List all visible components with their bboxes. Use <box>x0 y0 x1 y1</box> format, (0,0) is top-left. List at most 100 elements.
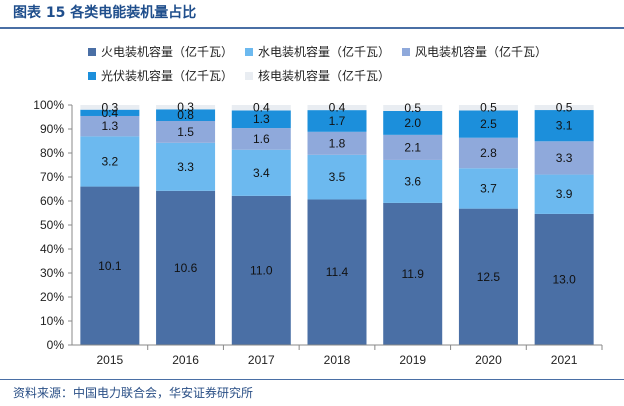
bar-segment <box>534 213 594 345</box>
bar-segment <box>80 136 140 187</box>
bar-segment <box>458 105 518 111</box>
bar-segment <box>80 186 140 345</box>
y-tick-label: 0% <box>47 338 65 352</box>
bar-segment <box>458 110 518 138</box>
bar-segment <box>458 168 518 209</box>
y-tick-label: 40% <box>40 242 64 256</box>
bar-segment <box>383 110 443 135</box>
data-label: 3.6 <box>404 174 421 188</box>
bar-segment <box>156 121 216 143</box>
y-tick-label: 60% <box>40 194 64 208</box>
x-tick-label: 2019 <box>399 353 426 367</box>
bar-segment <box>534 110 594 142</box>
legend-swatch <box>402 48 410 56</box>
data-label: 0.8 <box>177 108 194 122</box>
bar-segment <box>383 159 443 203</box>
data-label: 1.8 <box>329 136 346 150</box>
data-label: 3.3 <box>556 151 573 165</box>
legend-swatch <box>88 72 96 80</box>
bar-segment <box>156 105 216 110</box>
bar-segment <box>307 199 367 345</box>
data-label: 3.5 <box>329 170 346 184</box>
legend-swatch <box>245 48 253 56</box>
data-label: 0.5 <box>480 101 497 115</box>
data-label: 1.3 <box>253 112 270 126</box>
data-label: 1.3 <box>102 119 119 133</box>
data-label: 0.4 <box>253 101 270 115</box>
bar-segment <box>383 134 443 160</box>
x-tick-label: 2020 <box>475 353 502 367</box>
bar-segment <box>156 142 216 191</box>
data-label: 0.3 <box>102 100 119 114</box>
y-tick-label: 50% <box>40 218 64 232</box>
legend-swatch <box>88 48 96 56</box>
figure-title: 图表 15 各类电能装机量占比 <box>13 5 197 21</box>
data-label: 3.9 <box>556 187 573 201</box>
data-label: 11.9 <box>401 267 424 281</box>
bar-segment <box>307 105 367 111</box>
y-tick-label: 20% <box>40 290 64 304</box>
data-label: 11.4 <box>326 265 349 279</box>
bar-segment <box>156 109 216 121</box>
y-tick-label: 30% <box>40 266 64 280</box>
legend-label: 火电装机容量（亿千瓦） <box>101 44 233 59</box>
bar-segment <box>307 131 367 155</box>
bar-segment <box>80 105 140 110</box>
data-label: 1.7 <box>329 114 346 128</box>
y-tick-label: 70% <box>40 170 64 184</box>
data-label: 11.0 <box>250 263 273 277</box>
source-divider <box>0 379 624 380</box>
data-label: 1.5 <box>177 125 194 139</box>
bar-segment <box>534 105 594 111</box>
bar-segment <box>231 149 291 196</box>
bar-segment <box>80 115 140 137</box>
bar-segment <box>231 105 291 111</box>
bar-segment <box>307 110 367 132</box>
bar-segment <box>80 109 140 116</box>
bar-segment <box>458 208 518 345</box>
bar-segment <box>156 190 216 345</box>
data-label: 1.6 <box>253 132 270 146</box>
data-label: 3.4 <box>253 166 270 180</box>
bar-segment <box>458 137 518 169</box>
data-label: 0.3 <box>177 100 194 114</box>
legend-label: 核电装机容量（亿千瓦） <box>258 68 390 83</box>
x-tick-label: 2021 <box>551 353 578 367</box>
bar-segment <box>383 105 443 111</box>
data-label: 2.1 <box>404 140 421 154</box>
legend-label: 风电装机容量（亿千瓦） <box>415 44 547 59</box>
x-tick-label: 2015 <box>97 353 124 367</box>
data-label: 10.6 <box>174 261 198 275</box>
data-label: 3.7 <box>480 181 497 195</box>
data-label: 12.5 <box>477 270 501 284</box>
bar-segment <box>383 202 443 345</box>
legend-label: 水电装机容量（亿千瓦） <box>258 44 390 59</box>
bar-segment <box>534 141 594 175</box>
data-label: 3.1 <box>556 119 573 133</box>
data-label: 3.2 <box>102 154 119 168</box>
data-label: 0.5 <box>404 101 421 115</box>
data-label: 10.1 <box>98 259 122 273</box>
data-label: 2.8 <box>480 146 497 160</box>
x-tick-label: 2016 <box>172 353 199 367</box>
bar-segment <box>307 154 367 200</box>
data-label: 3.3 <box>177 160 194 174</box>
bar-segment <box>231 195 291 345</box>
data-label: 13.0 <box>552 272 576 286</box>
y-tick-label: 100% <box>33 98 64 112</box>
y-tick-label: 90% <box>40 122 64 136</box>
y-tick-label: 80% <box>40 146 64 160</box>
x-tick-label: 2017 <box>248 353 275 367</box>
legend-swatch <box>245 72 253 80</box>
source-note: 资料来源：中国电力联合会，华安证券研究所 <box>13 386 254 400</box>
bar-segment <box>231 128 291 150</box>
legend-label: 光伏装机容量（亿千瓦） <box>101 68 233 83</box>
title-divider <box>0 27 624 29</box>
data-label: 0.5 <box>556 101 573 115</box>
data-label: 2.0 <box>404 116 421 130</box>
bar-segment <box>534 174 594 214</box>
data-label: 2.5 <box>480 117 497 131</box>
y-tick-label: 10% <box>40 314 64 328</box>
